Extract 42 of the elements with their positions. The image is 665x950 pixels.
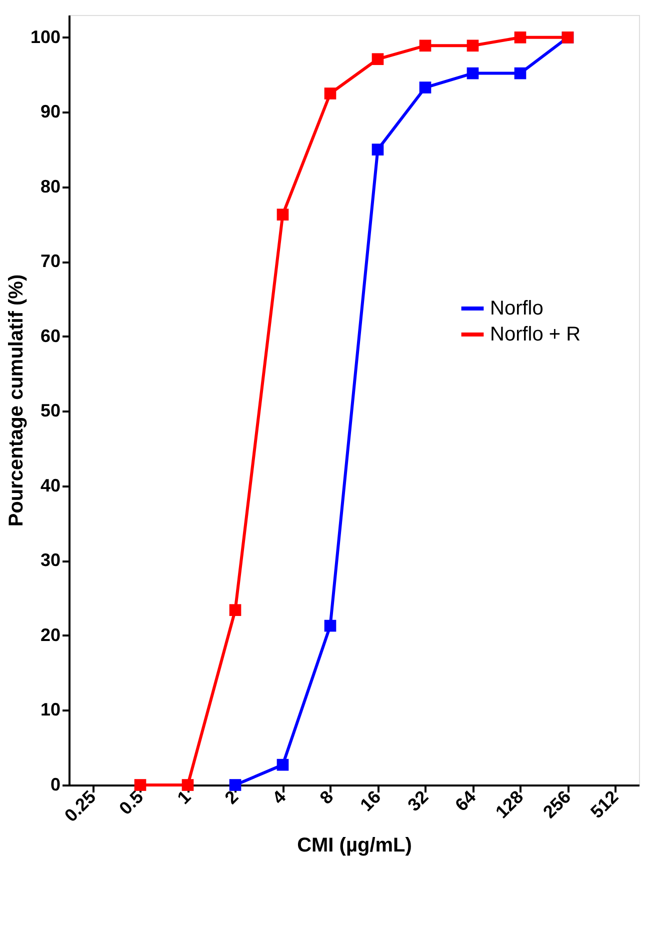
x-tick-label: 1	[173, 786, 195, 808]
x-tick-label: 64	[451, 786, 480, 816]
point	[372, 53, 384, 66]
y-tick-label: 30	[40, 550, 60, 570]
point	[134, 779, 146, 791]
x-tick-label: 8	[316, 786, 338, 808]
legend-label: Norflo	[490, 298, 544, 320]
x-tick-label: 256	[539, 786, 575, 822]
point	[229, 779, 242, 791]
point	[466, 40, 479, 52]
y-tick-label: 0	[50, 774, 60, 794]
y-tick-label: 60	[40, 326, 60, 346]
point	[324, 620, 336, 632]
point	[419, 40, 432, 52]
point	[276, 208, 289, 221]
x-tick-label: 0.5	[115, 786, 148, 819]
y-tick-label: 40	[40, 475, 60, 496]
x-tick-label: 4	[268, 786, 290, 808]
y-tick-label: 80	[40, 176, 60, 196]
point	[229, 604, 242, 616]
y-axis-title: Pourcentage cumulatif (%)	[5, 274, 28, 527]
legend-label: Norflo + R	[490, 324, 581, 346]
point	[514, 67, 526, 80]
point	[324, 88, 336, 100]
y-tick-label: 20	[40, 624, 60, 645]
x-tick-label: 16	[356, 786, 385, 816]
x-tick-label: 128	[492, 786, 528, 822]
y-tick-label: 70	[40, 251, 60, 272]
point	[419, 82, 432, 94]
point	[182, 779, 194, 791]
y-tick-label: 50	[40, 400, 60, 421]
x-tick-label: 512	[586, 786, 622, 822]
y-tick-label: 100	[30, 26, 60, 47]
x-tick-label: 32	[404, 786, 432, 816]
point	[372, 144, 384, 156]
y-tick-label: 10	[40, 700, 60, 720]
x-axis-title: CMI (µg/mL)	[297, 834, 412, 857]
point	[466, 67, 479, 80]
y-tick-label: 90	[40, 102, 60, 122]
point	[276, 758, 289, 771]
x-tick-label: 2	[220, 786, 242, 808]
point	[514, 32, 526, 44]
